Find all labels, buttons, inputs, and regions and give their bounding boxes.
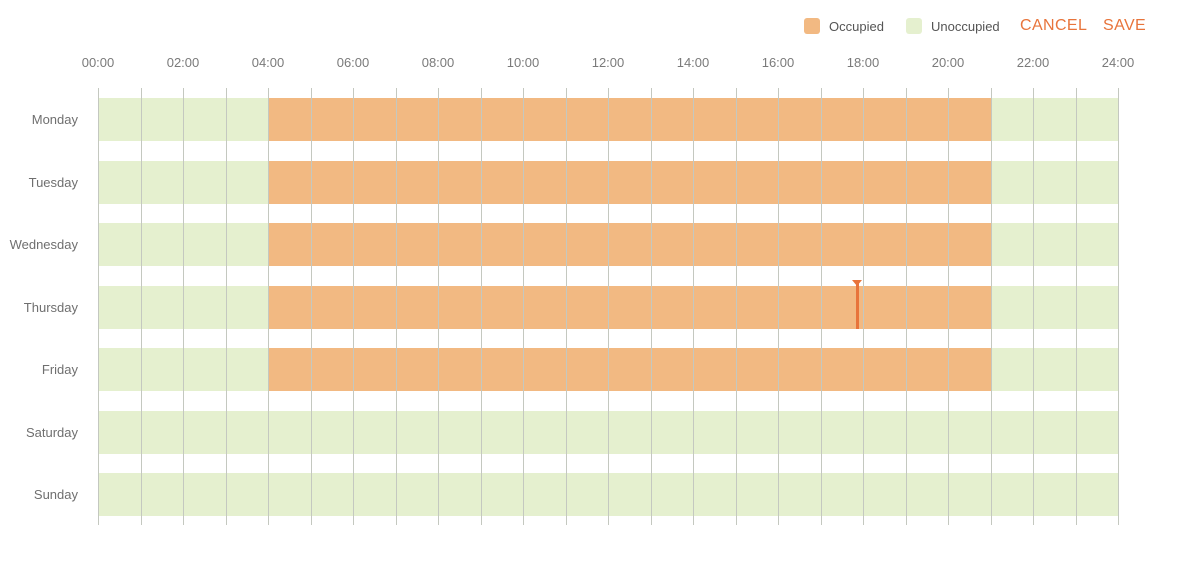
time-tick-label: 24:00 bbox=[1101, 55, 1135, 70]
time-tick-label: 18:00 bbox=[846, 55, 880, 70]
day-label-wednesday: Wednesday bbox=[9, 237, 78, 252]
marker-arrow-icon bbox=[852, 279, 862, 286]
hour-grid-line bbox=[608, 88, 609, 525]
hour-grid-line bbox=[1118, 88, 1119, 525]
hour-grid-line bbox=[438, 88, 439, 525]
time-tick-label: 00:00 bbox=[81, 55, 115, 70]
hour-grid-line bbox=[906, 88, 907, 525]
hour-grid-line bbox=[736, 88, 737, 525]
hour-grid-line bbox=[991, 88, 992, 525]
hour-grid-line bbox=[566, 88, 567, 525]
time-tick-label: 04:00 bbox=[251, 55, 285, 70]
hour-grid-line bbox=[863, 88, 864, 525]
day-label-tuesday: Tuesday bbox=[28, 174, 78, 190]
time-tick-label: 02:00 bbox=[166, 55, 200, 70]
time-tick-label: 12:00 bbox=[591, 55, 625, 70]
time-tick-label: 06:00 bbox=[336, 55, 370, 70]
hour-grid-line bbox=[1033, 88, 1034, 525]
day-label-thursday: Thursday bbox=[23, 299, 78, 315]
time-tick-label: 10:00 bbox=[506, 55, 540, 70]
hour-grid-line bbox=[353, 88, 354, 525]
hour-grid-line bbox=[1076, 88, 1077, 525]
hour-grid-line bbox=[778, 88, 779, 525]
hour-grid-line bbox=[311, 88, 312, 525]
hour-grid-line bbox=[651, 88, 652, 525]
occupied-swatch bbox=[804, 18, 820, 34]
cancel-button[interactable]: CANCEL bbox=[1020, 17, 1088, 34]
time-tick-label: 20:00 bbox=[931, 55, 965, 70]
occupied-block[interactable] bbox=[268, 160, 991, 204]
occupied-block[interactable] bbox=[268, 285, 991, 329]
hour-grid-line bbox=[226, 88, 227, 525]
hour-grid-line bbox=[693, 88, 694, 525]
hour-grid-line bbox=[481, 88, 482, 525]
hour-grid-line bbox=[396, 88, 397, 525]
save-button[interactable]: SAVE bbox=[1103, 17, 1147, 34]
unoccupied-swatch bbox=[906, 18, 922, 34]
hour-grid-line bbox=[268, 88, 269, 525]
day-label-monday: Monday bbox=[31, 112, 78, 127]
unoccupied-legend-label: Unoccupied bbox=[931, 19, 1000, 34]
day-label-friday: Friday bbox=[41, 362, 78, 377]
occupied-block[interactable] bbox=[268, 348, 991, 391]
occupied-block[interactable] bbox=[268, 98, 991, 141]
hour-grid-line bbox=[523, 88, 524, 525]
time-marker-handle[interactable] bbox=[856, 281, 859, 329]
day-label-saturday: Saturday bbox=[25, 424, 78, 440]
occupied-block[interactable] bbox=[268, 223, 991, 266]
hour-grid-line bbox=[183, 88, 184, 525]
time-tick-label: 22:00 bbox=[1016, 55, 1050, 70]
time-tick-label: 14:00 bbox=[676, 55, 710, 70]
hour-grid-line bbox=[821, 88, 822, 525]
day-label-sunday: Sunday bbox=[33, 487, 78, 502]
hour-grid-line bbox=[141, 88, 142, 525]
occupied-legend-label: Occupied bbox=[829, 19, 884, 34]
hour-grid-line bbox=[948, 88, 949, 525]
time-tick-label: 16:00 bbox=[761, 55, 795, 70]
time-tick-label: 08:00 bbox=[421, 55, 455, 70]
hour-grid-line bbox=[98, 88, 99, 525]
